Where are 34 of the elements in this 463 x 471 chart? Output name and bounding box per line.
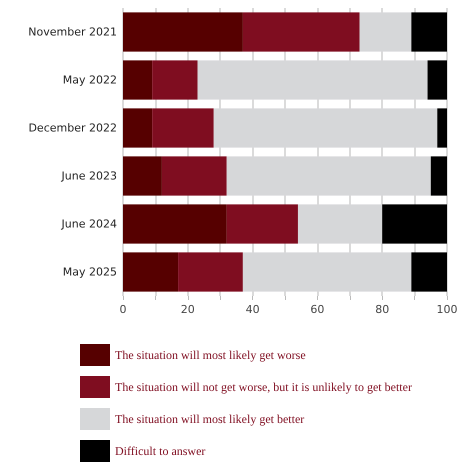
legend-label: The situation will most likely get worse [115,348,306,362]
x-tick-label: 40 [246,303,260,316]
x-tick-label: 20 [180,303,195,316]
bar [242,12,360,52]
bar [123,60,152,100]
bar [411,252,447,292]
bar [226,204,298,244]
bar [437,108,447,148]
bar [178,252,243,292]
bar [123,156,162,196]
x-tick-label: 60 [310,303,324,316]
bar [162,156,227,196]
bar [430,156,447,196]
bar [382,204,447,244]
bar [123,204,227,244]
legend-label: The situation will most likely get better [115,412,304,426]
x-tick-label: 0 [120,303,126,316]
bar [411,12,447,52]
x-tick-label: 80 [375,303,390,316]
y-tick-label: June 2023 [60,170,117,182]
bar [152,108,214,148]
legend-label: Difficult to answer [115,444,206,458]
y-tick-label: May 2025 [62,266,117,278]
y-tick-label: May 2022 [62,74,117,86]
y-tick-label: December 2022 [28,122,117,134]
bar [123,108,152,148]
bar [123,252,178,292]
legend-label: The situation will not get worse, but it is unlikely to get better [115,380,412,394]
y-tick-label: June 2024 [60,218,117,230]
bar [123,12,243,52]
bar [428,60,447,100]
y-tick-label: November 2021 [28,26,117,38]
x-tick-label: 100 [436,303,458,316]
bar [152,60,198,100]
